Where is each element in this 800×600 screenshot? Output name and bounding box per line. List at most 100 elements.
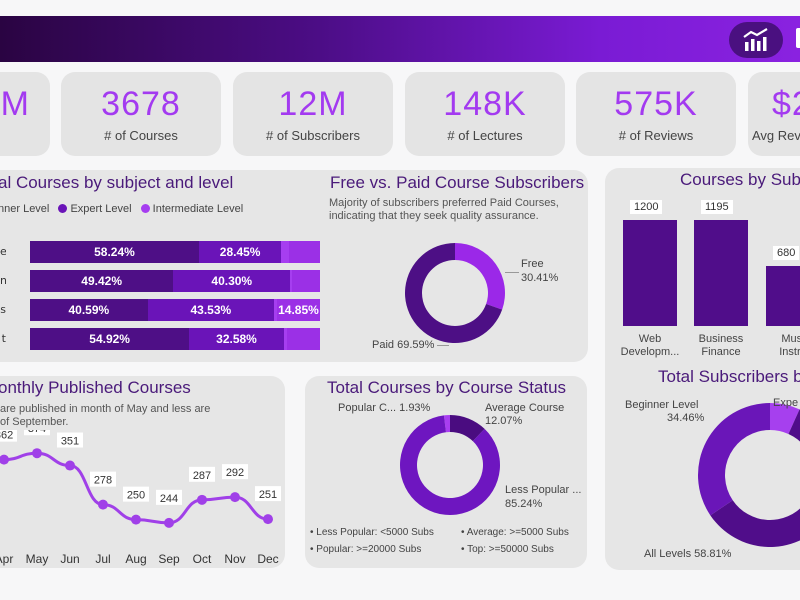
monthly-title: onthly Published Courses	[0, 378, 191, 397]
donut-slice[interactable]	[710, 409, 800, 547]
bar-segment[interactable]	[286, 328, 320, 350]
analytics-button[interactable]	[729, 22, 783, 58]
data-point[interactable]	[0, 454, 9, 465]
kpi-card-lectures: 148K # of Lectures	[405, 72, 565, 156]
stacked-bar-row[interactable]: 40.59% 43.53% 14.85%	[30, 299, 320, 321]
kpi-card-subscribers: 12M # of Subscribers	[233, 72, 393, 156]
bar-category-label: Web	[638, 333, 662, 345]
monthly-line-chart: 362 Apr 374 May 351 Jun 278 Jul 250 Aug 244 Sep 287 O…	[0, 430, 281, 566]
kpi-card-0: M	[0, 72, 50, 156]
chart-icon	[743, 28, 768, 51]
legend-expert[interactable]: Expert Level	[70, 203, 132, 215]
data-label-box	[222, 464, 248, 480]
bar-segment[interactable]	[283, 328, 287, 350]
stacked-bar-row[interactable]: 49.42% 40.30%	[30, 270, 320, 292]
data-point[interactable]	[65, 460, 75, 471]
donut-slice[interactable]	[405, 243, 503, 343]
donut-slice[interactable]	[450, 415, 485, 442]
bar-segment[interactable]: 58.24%	[30, 241, 199, 263]
legend-beginner[interactable]: nner Level	[0, 203, 50, 215]
bar-segment[interactable]: 32.58%	[189, 328, 284, 350]
status-panel	[305, 376, 587, 568]
data-point[interactable]	[197, 494, 207, 505]
data-point[interactable]	[98, 499, 108, 510]
top-banner	[0, 16, 800, 62]
bar-segment[interactable]: 54.92%	[30, 328, 190, 350]
kpi-card-reviews: 575K # of Reviews	[576, 72, 736, 156]
kpi-value: 3678	[101, 85, 181, 123]
kpi-label: # of Reviews	[618, 128, 694, 143]
leader-line	[437, 345, 449, 346]
note-popular: • Popular: >=20000 Subs	[310, 544, 422, 555]
donut-slice[interactable]	[443, 415, 451, 433]
donut-slice[interactable]	[455, 243, 505, 310]
free-paid-donut	[405, 243, 505, 343]
bar-category-label: t	[1, 332, 6, 345]
subject-bar[interactable]	[766, 265, 800, 326]
bar-segment[interactable]	[273, 299, 277, 321]
data-label-box	[57, 432, 83, 448]
bar-segment[interactable]	[281, 241, 289, 263]
bar-segment[interactable]: 28.45%	[198, 241, 282, 263]
bar-category-label: s	[0, 303, 6, 316]
data-label: 244	[160, 493, 178, 505]
back-icon[interactable]: ‹	[0, 28, 1, 49]
bar-value-label: 1200	[630, 200, 663, 214]
stacked-bar-row[interactable]: 54.92% 32.58%	[30, 328, 320, 350]
kpi-label: # of Subscribers	[266, 128, 360, 143]
bar-segment[interactable]	[292, 270, 320, 292]
data-point[interactable]	[164, 517, 174, 528]
donut-slice[interactable]	[770, 403, 800, 434]
x-tick-label: Jul	[95, 552, 110, 566]
data-point[interactable]	[230, 492, 240, 503]
data-label-box	[255, 486, 281, 502]
bar-value-label: 1195	[701, 200, 733, 215]
data-label-box	[0, 430, 17, 442]
less-popular-label-value: 85.24%	[505, 498, 543, 510]
stacked-bar-row[interactable]: 58.24% 28.45%	[30, 241, 320, 263]
data-label: 374	[28, 430, 46, 435]
donut-slice[interactable]	[400, 415, 500, 515]
bar-segment[interactable]	[288, 241, 320, 263]
export-icon[interactable]	[790, 24, 800, 54]
kpi-card-avg-rev: $2 Avg Rev	[748, 72, 800, 156]
note-less-popular: • Less Popular: <5000 Subs	[310, 527, 434, 538]
bar-segment[interactable]: 49.42%	[30, 270, 174, 292]
free-label-name: Free	[521, 258, 544, 270]
bar-segment[interactable]: 40.59%	[30, 299, 148, 321]
subject-bar[interactable]	[694, 220, 748, 326]
x-tick-label: Sep	[158, 552, 180, 566]
paid-label-value: 69.59%	[397, 339, 435, 351]
bar-category-label: n	[0, 274, 6, 287]
data-point[interactable]	[263, 514, 273, 525]
x-tick-label: Jun	[60, 552, 79, 566]
kpi-label: # of Courses	[104, 128, 178, 143]
legend-dot-icon	[58, 204, 68, 213]
data-label: 351	[61, 436, 79, 448]
subject-bar[interactable]	[623, 220, 677, 326]
bar-segment[interactable]	[290, 270, 293, 292]
data-label: 287	[193, 470, 211, 482]
bar-segment[interactable]: 14.85%	[276, 299, 320, 321]
x-tick-label: May	[26, 552, 49, 566]
data-point[interactable]	[32, 448, 42, 459]
donut-slice[interactable]	[698, 403, 770, 516]
free-label-value: 30.41%	[521, 272, 559, 284]
data-label: 292	[226, 467, 244, 479]
monthly-subtitle-1: are published in month of May and less a…	[0, 403, 211, 415]
data-label-box	[123, 486, 149, 502]
kpi-card-courses: 3678 # of Courses	[61, 72, 221, 156]
data-point[interactable]	[131, 514, 141, 525]
legend-intermediate[interactable]: Intermediate Level	[152, 203, 244, 215]
bar-segment[interactable]: 43.53%	[147, 299, 274, 321]
note-average: • Average: >=5000 Subs	[461, 527, 569, 538]
leader-line	[505, 272, 519, 273]
bar-category-label: Finance	[701, 346, 741, 358]
bar-segment[interactable]: 40.30%	[173, 270, 291, 292]
popular-label: Popular C... 1.93%	[338, 402, 431, 414]
data-label-box	[189, 466, 215, 482]
subs-level-donut	[698, 403, 800, 547]
free-paid-subtitle-1: Majority of subscribers preferred Paid C…	[329, 197, 559, 209]
bar-value-label: 680	[773, 245, 800, 260]
status-title: Total Courses by Course Status	[327, 378, 567, 397]
